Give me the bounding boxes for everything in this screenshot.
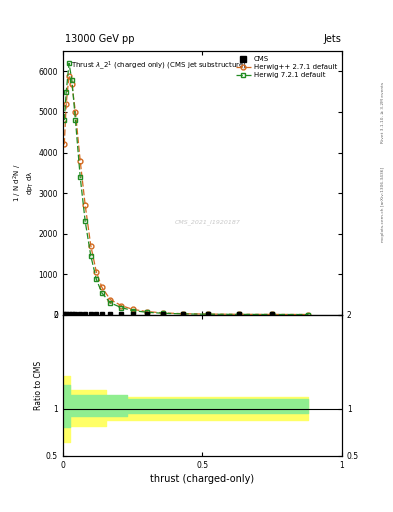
Text: Jets: Jets (323, 33, 341, 44)
Text: Thrust $\lambda$_2$^1$ (charged only) (CMS jet substructure): Thrust $\lambda$_2$^1$ (charged only) (C… (71, 59, 247, 72)
X-axis label: thrust (charged-only): thrust (charged-only) (151, 474, 254, 484)
Legend: CMS, Herwig++ 2.7.1 default, Herwig 7.2.1 default: CMS, Herwig++ 2.7.1 default, Herwig 7.2.… (234, 55, 338, 80)
Text: Rivet 3.1.10, ≥ 3.2M events: Rivet 3.1.10, ≥ 3.2M events (381, 82, 385, 143)
Y-axis label: $\mathregular{1}$ / $\mathregular{N}$ d$^\mathregular{2}\mathregular{N}$ /
d$\ma: $\mathregular{1}$ / $\mathregular{N}$ d$… (12, 164, 36, 202)
Text: 13000 GeV pp: 13000 GeV pp (65, 33, 134, 44)
Text: CMS_2021_I1920187: CMS_2021_I1920187 (175, 220, 241, 225)
Text: mcplots.cern.ch [arXiv:1306.3436]: mcplots.cern.ch [arXiv:1306.3436] (381, 167, 385, 242)
Y-axis label: Ratio to CMS: Ratio to CMS (34, 360, 43, 410)
